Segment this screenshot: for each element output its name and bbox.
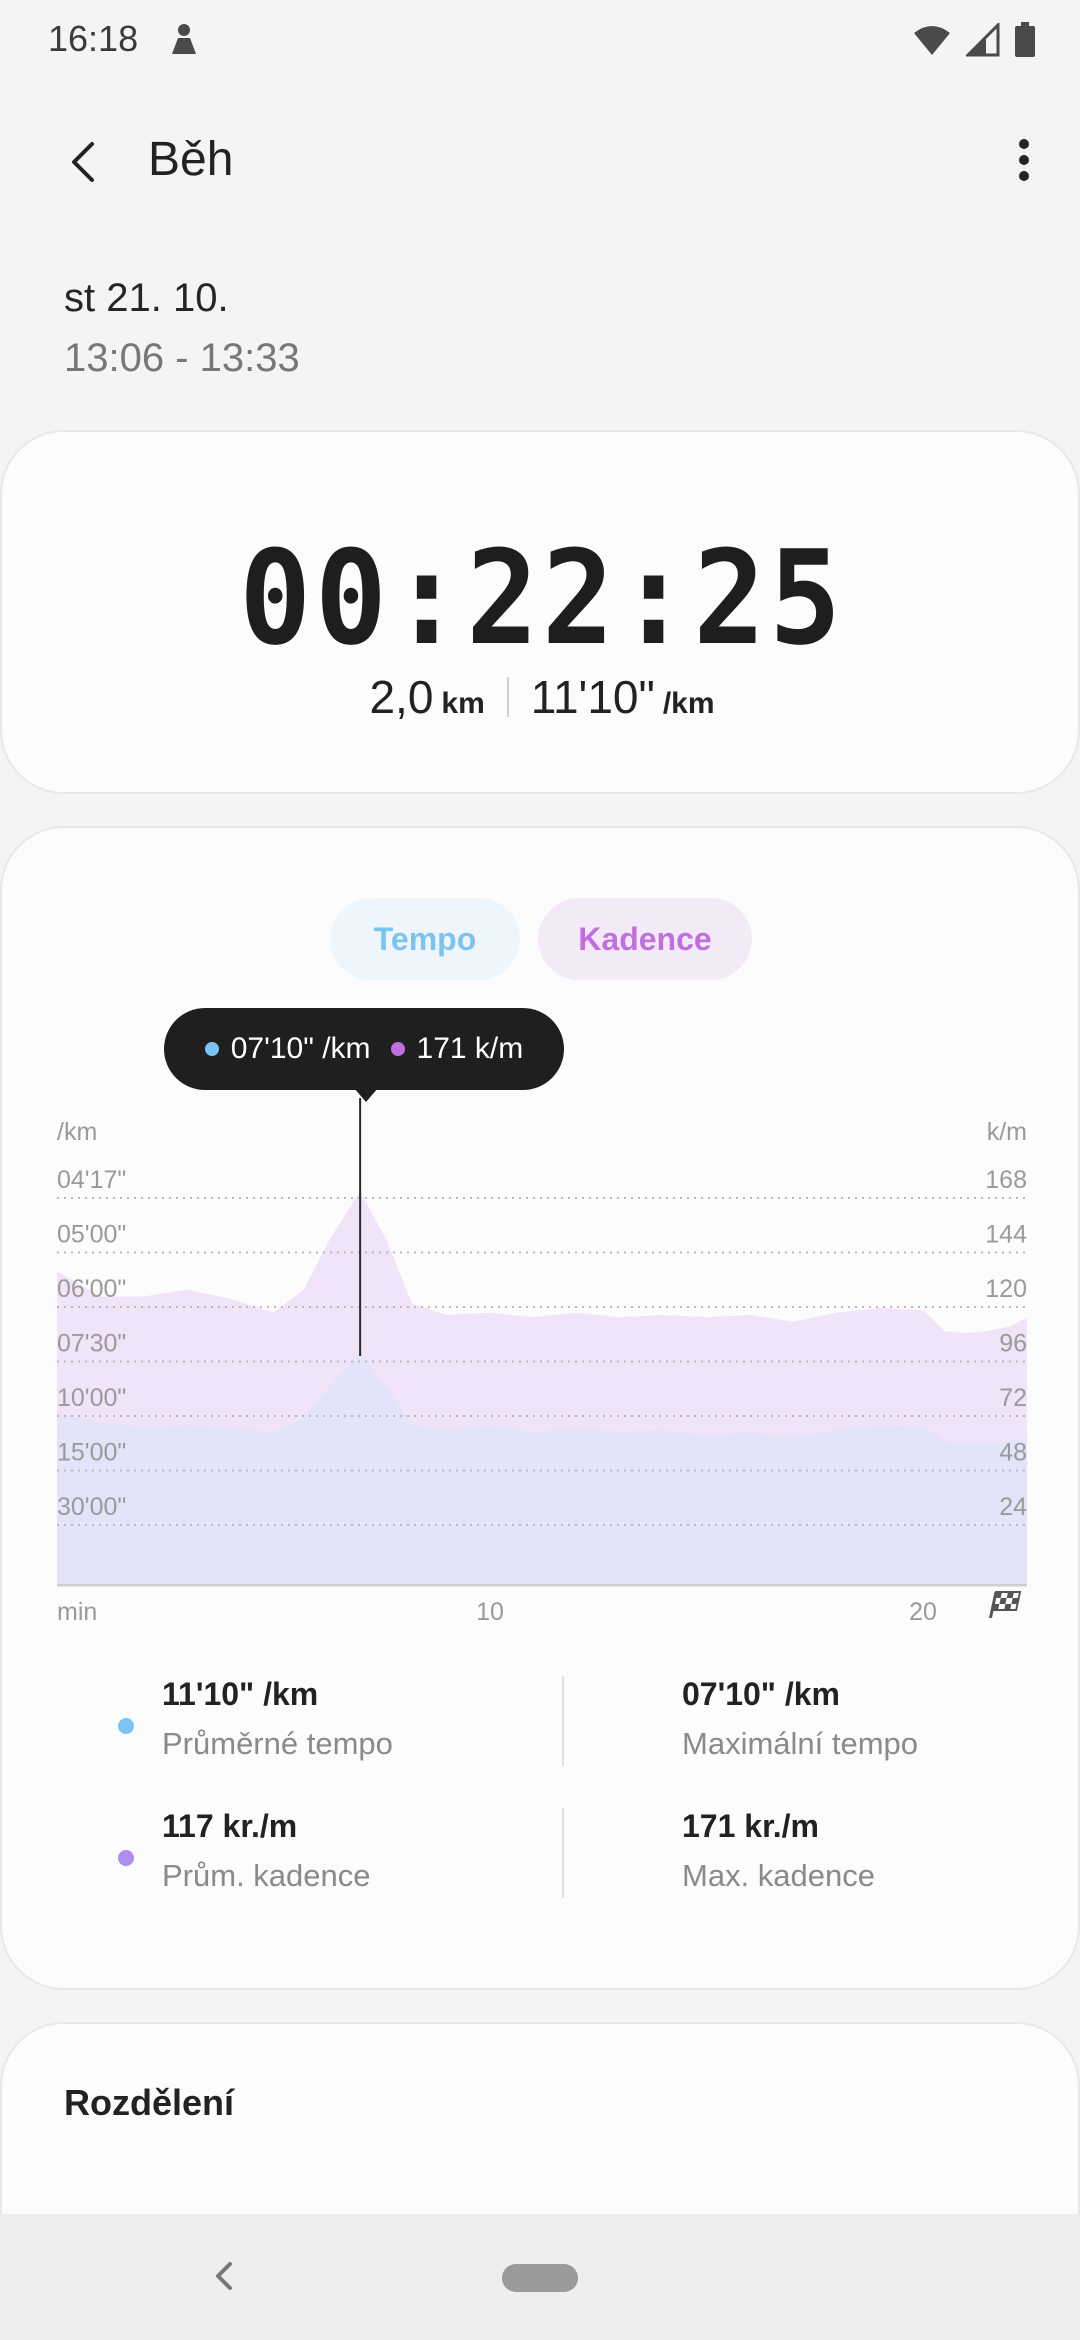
x-tick-label: 20 <box>909 1598 937 1626</box>
right-tick-label: 72 <box>999 1384 1027 1412</box>
tempo-legend-dot <box>118 1718 134 1734</box>
distance-value: 2,0 <box>369 671 434 723</box>
nav-back-button[interactable] <box>196 2244 252 2308</box>
app-bar: Běh <box>0 110 1080 210</box>
stat-divider <box>562 1676 564 1766</box>
cadence-legend-dot <box>118 1850 134 1866</box>
more-vertical-icon <box>1019 139 1029 181</box>
left-tick-label: 04'17" <box>57 1166 126 1194</box>
left-axis-unit: /km <box>57 1118 97 1146</box>
tooltip-pointer <box>354 1088 378 1102</box>
left-tick-label: 15'00" <box>57 1439 126 1467</box>
right-tick-label: 144 <box>985 1221 1027 1249</box>
right-tick-label: 96 <box>999 1330 1027 1358</box>
chart-card: Tempo Kadence /km k/m 04'17" 168 05'00" 144 06… <box>0 826 1080 1990</box>
status-bar: 16:18 <box>0 0 1080 84</box>
summary-card: 00:22:25 2,0 km 11'10" /km <box>0 430 1080 794</box>
stat-row-cadence: 117 kr./m Prům. kadence 171 kr./m Max. k… <box>2 1808 1080 1908</box>
chart-tooltip: 07'10" /km 171 k/m <box>164 1008 564 1090</box>
right-tick-label: 168 <box>985 1166 1027 1194</box>
notification-icon <box>172 24 196 54</box>
right-tick-label: 120 <box>985 1275 1027 1303</box>
wifi-icon <box>914 26 950 55</box>
back-button[interactable] <box>52 130 116 194</box>
left-tick-label: 05'00" <box>57 1221 126 1249</box>
max-tempo-value: 07'10" /km <box>682 1676 840 1712</box>
x-tick-label: 10 <box>476 1598 504 1626</box>
more-options-button[interactable] <box>996 128 1052 192</box>
tooltip-tempo: 07'10" /km <box>230 1032 371 1065</box>
left-tick-label: 10'00" <box>57 1384 126 1412</box>
nav-home-button[interactable] <box>502 2264 578 2292</box>
tooltip-kadence: 171 k/m <box>416 1032 524 1065</box>
back-arrow-icon <box>72 142 94 182</box>
distance-unit: km <box>441 687 485 720</box>
tab-tempo[interactable]: Tempo <box>330 898 520 980</box>
max-cadence-value: 171 kr./m <box>682 1808 819 1844</box>
avg-tempo-value: 11'10" /km <box>162 1676 319 1712</box>
workout-time-range: 13:06 - 13:33 <box>64 336 300 380</box>
max-cadence-label: Max. kadence <box>682 1858 875 1893</box>
summary-subline: 2,0 km 11'10" /km <box>2 670 1080 724</box>
left-tick-label: 07'30" <box>57 1330 126 1358</box>
tooltip-tempo-dot <box>204 1042 219 1056</box>
tooltip-kadence-dot <box>390 1042 405 1056</box>
signal-icon <box>966 23 1000 57</box>
left-tick-label: 06'00" <box>57 1275 126 1303</box>
tab-kadence[interactable]: Kadence <box>538 898 752 980</box>
splits-title: Rozdělení <box>64 2082 235 2123</box>
status-icons <box>912 22 1036 58</box>
x-axis-label: min <box>57 1598 97 1626</box>
navigation-bar <box>0 2214 1080 2340</box>
nav-back-icon <box>216 2262 232 2290</box>
area-series-1 <box>57 1353 1027 1583</box>
stat-divider <box>562 1808 564 1898</box>
duration-value: 00:22:25 <box>239 522 845 674</box>
avg-tempo-label: Průměrné tempo <box>162 1726 393 1761</box>
pace-unit: /km <box>662 687 715 720</box>
right-tick-label: 24 <box>999 1493 1027 1521</box>
page-title: Běh <box>148 133 234 186</box>
max-tempo-label: Maximální tempo <box>682 1726 919 1761</box>
battery-icon <box>1015 22 1035 57</box>
finish-flag-icon <box>988 1591 1022 1618</box>
avg-cadence-label: Prům. kadence <box>162 1858 371 1893</box>
workout-date: st 21. 10. <box>64 276 229 320</box>
left-tick-label: 30'00" <box>57 1493 126 1521</box>
right-axis-unit: k/m <box>987 1118 1027 1146</box>
pace-value: 11'10" <box>530 671 655 723</box>
avg-cadence-value: 117 kr./m <box>162 1808 298 1844</box>
stat-row-tempo: 11'10" /km Průměrné tempo 07'10" /km Max… <box>2 1676 1080 1776</box>
status-time: 16:18 <box>48 18 139 59</box>
right-tick-label: 48 <box>999 1439 1027 1467</box>
summary-divider <box>506 677 509 717</box>
pace-cadence-chart[interactable]: /km k/m 04'17" 168 05'00" 144 06'00" 120 07'30" 9… <box>2 828 1080 1628</box>
